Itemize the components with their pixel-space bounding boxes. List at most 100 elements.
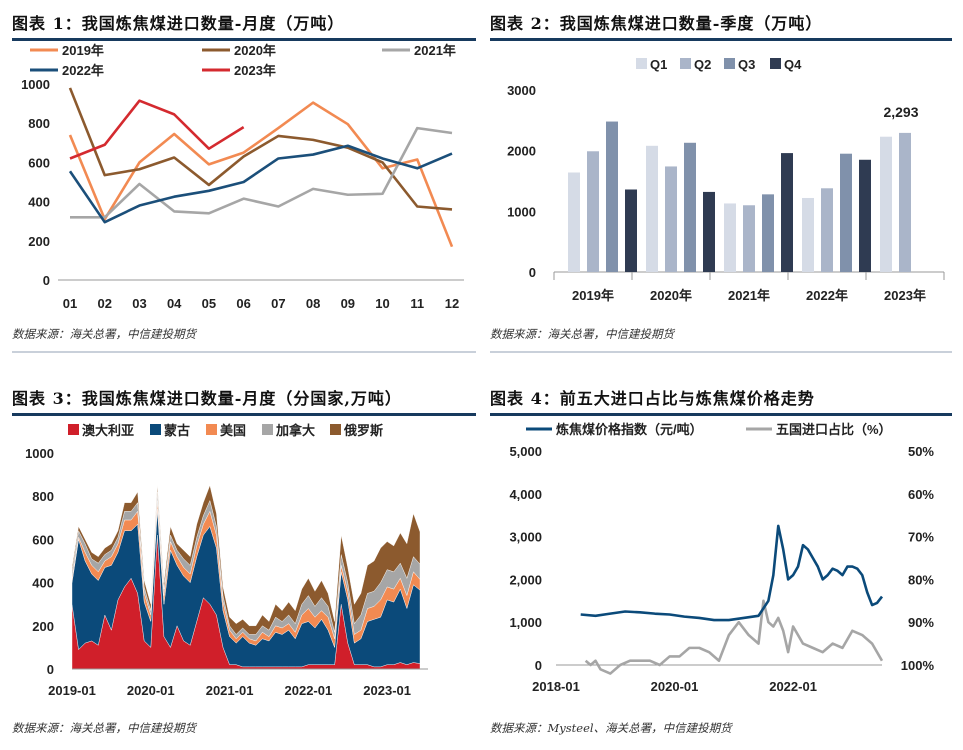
chart-1-xtick-label-10: 11: [410, 296, 424, 311]
chart-3-legend-label-4: 俄罗斯: [343, 423, 383, 438]
chart-1-xtick-label-1: 02: [97, 296, 111, 311]
chart-1-xtick-label-8: 09: [341, 296, 355, 311]
chart-1-series-line-4: [69, 99, 245, 160]
chart-4-ytick-left-2: 2,000: [509, 572, 542, 587]
chart-1-xtick-label-7: 08: [306, 296, 320, 311]
chart-3-area-4: [71, 484, 421, 635]
panel-3-title: 图表 3：我国炼焦煤进口数量-月度（分国家,万吨）: [12, 389, 402, 408]
chart-2-bar-4-1: [899, 132, 911, 272]
chart-2-xtick-label-3: 2022年: [806, 288, 848, 303]
panel-4-source: 数据来源：Mysteel、海关总署，中信建投期货: [490, 721, 732, 735]
chart-2-bar-4-0: [880, 136, 892, 272]
chart-4-legend-label-0: 炼焦煤价格指数（元/吨）: [556, 422, 703, 437]
chart-1-xtick-label-6: 07: [271, 296, 285, 311]
panel-1-title: 图表 1：我国炼焦煤进口数量-月度（万吨）: [12, 14, 345, 33]
chart-2-bar-3-3: [859, 159, 871, 272]
chart-2-data-label-0: 2,293: [883, 104, 918, 120]
chart-4-ytick-left-5: 5,000: [509, 444, 542, 459]
chart-4-ytick-left-4: 4,000: [509, 487, 542, 502]
panel-1-bottom-rule: [12, 351, 476, 353]
chart-1-legend-label-4: 2023年: [234, 63, 276, 78]
chart-1-xtick-label-11: 12: [445, 296, 459, 311]
chart-2-bar-3-1: [821, 188, 833, 272]
chart-1-series-line-1: [68, 87, 453, 211]
panel-2-title-rule: [490, 38, 952, 41]
chart-2-legend-label-0: Q1: [650, 57, 667, 72]
chart-2-bar-2-3: [781, 153, 793, 272]
chart-2-bar-1-0: [646, 145, 658, 272]
chart-2-bar-1-1: [665, 166, 677, 272]
chart-3-xtick-label-4: 2023-01: [363, 683, 411, 698]
chart-2-bar-3-0: [802, 197, 814, 272]
chart-1-series-line-2: [70, 126, 453, 219]
chart-2-xtick-label-2: 2021年: [728, 288, 770, 303]
chart-4-ytick-right-5: 50%: [908, 444, 934, 459]
chart-2-legend-label-2: Q3: [738, 57, 755, 72]
chart-3-svg: 0 200 400 600 800 1000 2019-01 2020-01 2021-01 20…: [25, 423, 428, 698]
chart-3-ytick-label-5: 1000: [25, 446, 54, 461]
chart-3-legend-label-1: 蒙古: [164, 423, 190, 438]
chart-3-legend-swatch-1: [150, 424, 161, 435]
chart-2-legend-swatch-0: [636, 58, 647, 69]
chart-4-ytick-left-1: 1,000: [509, 615, 542, 630]
chart-1-svg: 0 200 400 600 800 1000 01 02 03 04 05 06 07 08 09 10 11 1…: [21, 43, 464, 311]
chart-4-ytick-right-3: 70%: [908, 530, 934, 545]
chart-4-series-line-0: [580, 524, 884, 622]
chart-2-xtick-label-4: 2023年: [884, 288, 926, 303]
chart-3-ytick-label-4: 800: [32, 489, 54, 504]
chart-1-legend-label-0: 2019年: [62, 43, 104, 58]
chart-4-ytick-right-1: 90%: [908, 615, 934, 630]
panel-2-bottom-rule: [490, 351, 952, 353]
chart-3-xtick-label-2: 2021-01: [206, 683, 254, 698]
chart-1-ytick-label-5: 1000: [21, 77, 50, 92]
chart-2-bar-2-2: [762, 194, 774, 272]
chart-1-legend-label-2: 2021年: [414, 43, 456, 58]
chart-2-bar-2-1: [743, 205, 755, 272]
chart-3-xtick-label-0: 2019-01: [48, 683, 96, 698]
chart-1-legend-label-3: 2022年: [62, 63, 104, 78]
chart-1-ytick-label-4: 800: [28, 116, 50, 131]
chart-3-legend-label-2: 美国: [220, 423, 246, 438]
chart-4-ytick-right-4: 60%: [908, 487, 934, 502]
chart-2-ytick-label-2: 2000: [507, 144, 536, 159]
chart-2-bar-0-1: [587, 151, 599, 272]
chart-3-xtick-label-3: 2022-01: [285, 683, 333, 698]
chart-1-ytick-label-3: 600: [28, 155, 50, 170]
chart-3-legend-swatch-4: [330, 424, 341, 435]
chart-1-ytick-label-1: 200: [28, 234, 50, 249]
chart-3-ytick-label-2: 400: [32, 576, 54, 591]
chart-4-xtick-label-0: 2018-01: [532, 679, 580, 694]
panel-4-title-rule: [490, 413, 952, 416]
chart-2-ytick-label-3: 3000: [507, 83, 536, 98]
panel-3-title-rule: [12, 413, 476, 416]
chart-2-bar-0-0: [568, 172, 580, 272]
chart-1-ytick-label-0: 0: [43, 273, 50, 288]
chart-4-ytick-right-2: 80%: [908, 572, 934, 587]
chart-4-xtick-label-1: 2020-01: [651, 679, 699, 694]
panel-1-source: 数据来源：海关总署，中信建投期货: [12, 327, 196, 341]
chart-3-legend-swatch-0: [68, 424, 79, 435]
chart-1-xtick-label-2: 03: [132, 296, 146, 311]
chart-3-legend-swatch-2: [206, 424, 217, 435]
chart-3-ytick-label-3: 600: [32, 532, 54, 547]
chart-3-ytick-label-1: 200: [32, 619, 54, 634]
panel-1-title-rule: [12, 38, 476, 41]
chart-2-legend-swatch-3: [770, 58, 781, 69]
panel-2: 图表 2：我国炼焦煤进口数量-季度（万吨） 0 1000 2000 3000 2019年…: [490, 10, 952, 353]
chart-2-bar-1-3: [703, 191, 715, 272]
chart-3-legend-label-0: 澳大利亚: [82, 423, 134, 438]
chart-2-bar-2-0: [724, 203, 736, 272]
chart-2-xtick-label-1: 2020年: [650, 288, 692, 303]
chart-4-ytick-left-0: 0: [535, 658, 542, 673]
chart-2-bar-0-3: [625, 189, 637, 272]
chart-1-xtick-label-4: 05: [202, 296, 216, 311]
chart-4-series-line-1: [584, 599, 884, 675]
chart-2-ytick-label-1: 1000: [507, 204, 536, 219]
panel-4-title: 图表 4：前五大进口占比与炼焦煤价格走势: [490, 389, 815, 408]
chart-2-legend-label-3: Q4: [784, 57, 802, 72]
chart-2-legend-swatch-1: [680, 58, 691, 69]
chart-4-svg: 0 1,000 2,000 3,000 4,000 5,000 100% 90% 80% 70% 6…: [509, 422, 935, 694]
chart-3-ytick-label-0: 0: [47, 662, 54, 677]
chart-4-ytick-right-0: 100%: [901, 658, 935, 673]
panel-1: 图表 1：我国炼焦煤进口数量-月度（万吨） 0 200 400 600 800 1000 0…: [12, 10, 476, 353]
